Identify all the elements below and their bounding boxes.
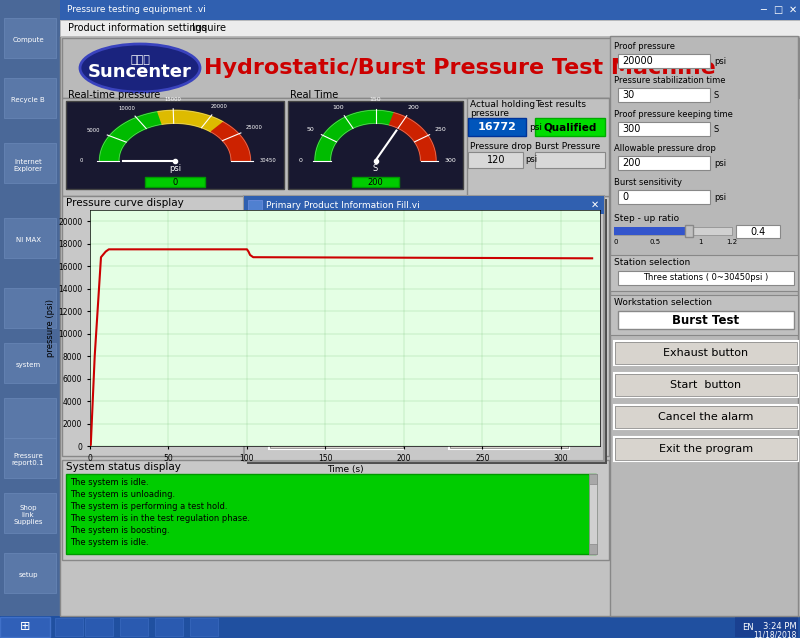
Text: 100: 100 [332,105,344,110]
FancyBboxPatch shape [262,259,407,277]
Text: S: S [373,164,378,173]
Text: 0: 0 [172,178,178,187]
Text: The system is boosting.: The system is boosting. [70,526,170,535]
Text: 250: 250 [434,128,446,133]
FancyBboxPatch shape [432,409,584,427]
Text: Detection unit: Detection unit [262,248,327,257]
Text: Suncenter: Suncenter [88,63,192,81]
FancyBboxPatch shape [615,342,797,364]
Text: Real Time: Real Time [290,90,338,100]
Text: 30450: 30450 [260,158,277,163]
Text: 0.5: 0.5 [650,239,661,245]
FancyBboxPatch shape [0,616,800,638]
FancyBboxPatch shape [62,196,609,456]
Text: Shop
link
Supplies: Shop link Supplies [14,505,42,525]
Text: 300: 300 [622,124,640,134]
Text: 200: 200 [368,178,383,187]
FancyBboxPatch shape [4,553,56,593]
FancyBboxPatch shape [432,359,584,377]
FancyBboxPatch shape [449,427,569,449]
Text: Product Name: Product Name [432,298,496,307]
FancyBboxPatch shape [248,200,262,212]
Text: Exhaust button: Exhaust button [663,348,749,358]
FancyBboxPatch shape [614,373,798,397]
FancyBboxPatch shape [618,311,794,329]
Text: Step - up ratio: Step - up ratio [614,214,679,223]
FancyBboxPatch shape [589,474,597,484]
FancyBboxPatch shape [610,36,798,616]
FancyBboxPatch shape [736,225,780,238]
Text: Pressure curve display: Pressure curve display [66,198,184,208]
FancyBboxPatch shape [610,295,798,335]
FancyBboxPatch shape [589,544,597,554]
FancyBboxPatch shape [4,78,56,118]
Text: 0: 0 [80,158,83,163]
Text: □: □ [774,5,782,15]
Text: Exit the program: Exit the program [659,444,753,454]
FancyBboxPatch shape [618,190,710,204]
FancyBboxPatch shape [589,474,597,554]
FancyBboxPatch shape [62,460,609,560]
Text: S: S [714,124,719,133]
Polygon shape [315,110,394,161]
FancyBboxPatch shape [614,227,689,235]
FancyBboxPatch shape [4,143,56,183]
Text: psi: psi [529,122,542,131]
Text: psi: psi [714,158,726,168]
Text: Standard number: Standard number [432,248,511,257]
FancyBboxPatch shape [4,18,56,58]
FancyBboxPatch shape [614,227,732,235]
Text: Workstation selection: Workstation selection [614,298,712,307]
FancyBboxPatch shape [468,152,523,168]
FancyBboxPatch shape [60,36,800,616]
FancyBboxPatch shape [432,309,584,327]
FancyBboxPatch shape [468,118,526,136]
Polygon shape [211,122,250,161]
Text: Pressure drop: Pressure drop [470,142,532,151]
Text: 20000: 20000 [210,104,228,109]
Text: ─: ─ [760,5,766,15]
Text: 16772: 16772 [478,122,517,132]
FancyBboxPatch shape [614,405,798,429]
Text: Proof pressure: Proof pressure [614,42,675,51]
Text: Burst Test: Burst Test [673,313,739,327]
FancyBboxPatch shape [62,98,609,196]
FancyBboxPatch shape [615,438,797,460]
FancyBboxPatch shape [262,359,407,377]
FancyBboxPatch shape [60,0,800,20]
FancyBboxPatch shape [262,309,407,327]
Text: 11/18/2018: 11/18/2018 [754,630,797,638]
Text: Station selection: Station selection [614,258,690,267]
Text: Qualified: Qualified [543,122,597,132]
Text: The system is unloading.: The system is unloading. [70,490,175,499]
Text: The system is performing a test hold.: The system is performing a test hold. [70,502,227,511]
Text: ⊞: ⊞ [20,621,30,634]
FancyBboxPatch shape [66,474,596,554]
Text: Recycle B: Recycle B [11,97,45,103]
Text: 30: 30 [622,90,634,100]
Text: cancel: cancel [492,433,526,443]
FancyBboxPatch shape [269,427,404,449]
Text: Compute: Compute [12,37,44,43]
FancyBboxPatch shape [4,218,56,258]
Text: psi: psi [714,57,726,66]
Text: ✕: ✕ [789,5,797,15]
Text: Three stations ( 0~30450psi ): Three stations ( 0~30450psi ) [643,274,769,283]
Text: ✕: ✕ [591,200,599,210]
Text: 10000: 10000 [118,106,135,110]
FancyBboxPatch shape [0,0,60,616]
FancyBboxPatch shape [615,374,797,396]
Text: 150: 150 [370,97,382,102]
Text: 0: 0 [622,192,628,202]
FancyBboxPatch shape [262,409,407,427]
FancyBboxPatch shape [270,428,403,448]
Text: Real-time pressure: Real-time pressure [68,90,160,100]
Text: Hydrostatic/Burst Pressure Test Machine: Hydrostatic/Burst Pressure Test Machine [204,58,716,78]
FancyBboxPatch shape [0,617,50,637]
FancyBboxPatch shape [4,398,56,438]
FancyBboxPatch shape [610,255,798,291]
FancyBboxPatch shape [120,618,148,636]
Text: setup: setup [18,572,38,578]
Polygon shape [390,113,436,161]
